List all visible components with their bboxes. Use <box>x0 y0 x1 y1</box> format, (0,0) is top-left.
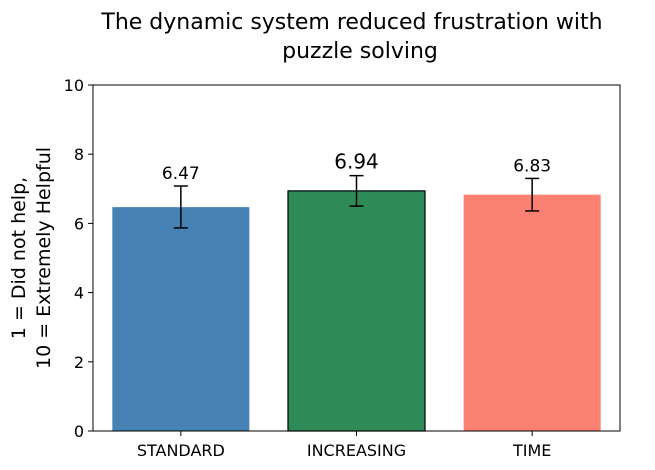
error-bars-group <box>173 174 540 229</box>
x-ticks-group: STANDARD INCREASING TIME <box>137 431 551 460</box>
bars-group <box>112 190 601 432</box>
y-tick-label: 2 <box>74 353 84 372</box>
data-labels-group: 6.47 6.94 6.83 <box>162 150 551 184</box>
y-axis-label-line-2: 10 = Extremely Helpful <box>33 147 55 369</box>
y-tick-label: 6 <box>74 214 84 233</box>
chart-title-line-2: puzzle solving <box>282 39 438 64</box>
plot-frame <box>92 84 621 432</box>
x-tick-label-increasing: INCREASING <box>307 441 406 460</box>
y-ticks-group: 0 2 4 6 8 10 <box>64 76 93 441</box>
bar-standard <box>112 207 250 431</box>
chart-title-line-1: The dynamic system reduced frustration w… <box>100 10 602 35</box>
y-tick-label: 8 <box>74 145 84 164</box>
y-axis-label: 1 = Did not help, 10 = Extremely Helpful <box>8 147 55 369</box>
data-label-increasing: 6.94 <box>334 150 379 174</box>
y-tick-label: 4 <box>74 284 84 303</box>
y-tick-label: 10 <box>64 76 84 95</box>
data-label-standard: 6.47 <box>162 164 200 184</box>
bar-time <box>463 194 601 431</box>
y-tick-label: 0 <box>74 422 84 441</box>
error-bar-standard <box>173 185 188 229</box>
bar-increasing <box>287 190 426 432</box>
x-tick-label-standard: STANDARD <box>137 441 225 460</box>
error-bar-time <box>525 177 540 212</box>
y-axis-label-line-1: 1 = Did not help, <box>8 177 30 339</box>
error-bar-increasing <box>349 174 364 207</box>
data-label-time: 6.83 <box>513 156 551 176</box>
x-tick-label-time: TIME <box>512 441 551 460</box>
